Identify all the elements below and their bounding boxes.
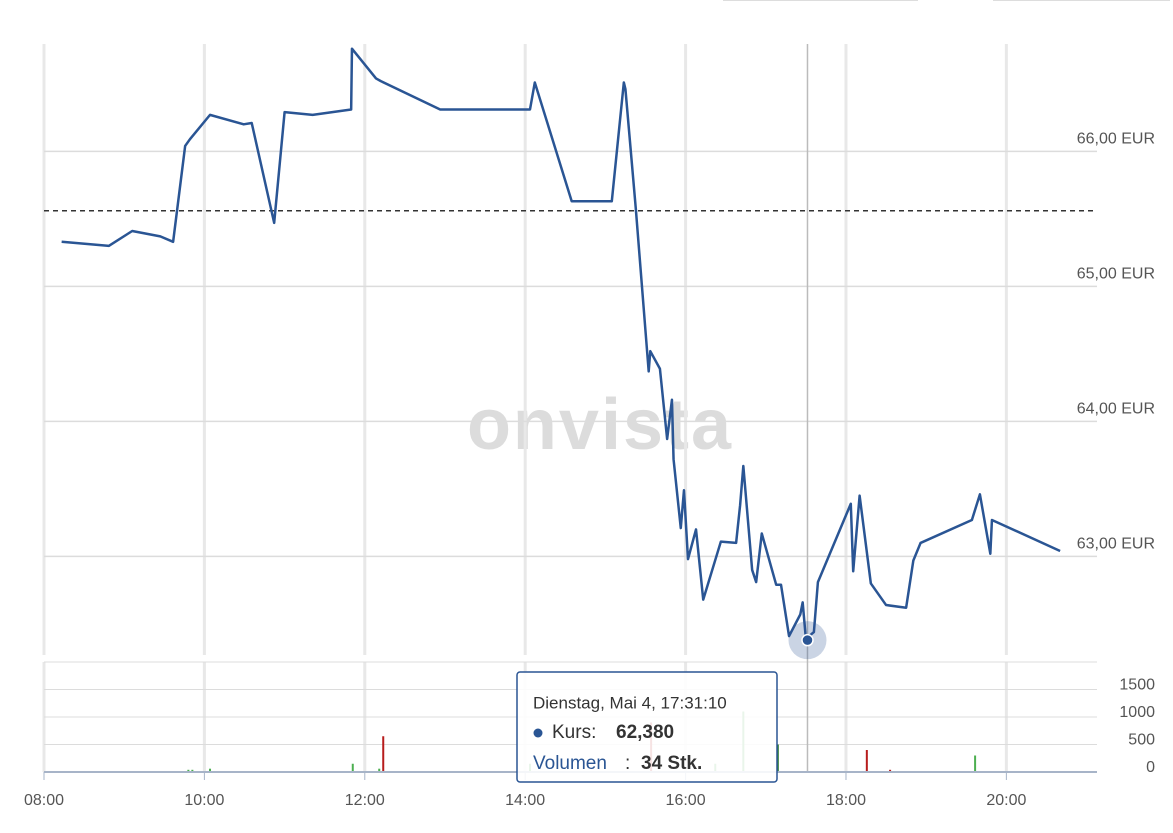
hover-point — [801, 633, 814, 647]
volume-bar — [382, 736, 385, 772]
tooltip-header: Dienstag, Mai 4, 17:31:10 — [533, 693, 727, 712]
volume-bar — [378, 768, 381, 772]
tooltip-box — [516, 671, 778, 783]
y-tick-label: 64,00 EUR — [1077, 401, 1155, 418]
tooltip-bullet — [533, 728, 543, 738]
tooltip-price: 62,380 — [616, 722, 674, 743]
watermark: onvista — [467, 385, 733, 465]
y-tick-label: 63,00 EUR — [1077, 536, 1155, 553]
volume-bar — [187, 769, 190, 772]
tooltip: Dienstag, Mai 4, 17:31:10 Kurs: 62,380 V… — [516, 671, 778, 783]
volume-bar — [351, 763, 354, 772]
y-tick-label: 0 — [1146, 759, 1155, 776]
x-tick-label: 14:00 — [505, 792, 545, 809]
x-tick-label: 10:00 — [184, 792, 224, 809]
volume-bar — [889, 769, 892, 772]
x-tick-label: 18:00 — [826, 792, 866, 809]
volume-bar — [209, 768, 212, 772]
y-tick-label: 500 — [1128, 732, 1155, 749]
y-tick-label: 66,00 EUR — [1077, 131, 1155, 148]
y-tick-label: 1500 — [1119, 677, 1155, 694]
y-tick-label: 1000 — [1119, 704, 1155, 721]
x-tick-label: 16:00 — [666, 792, 706, 809]
volume-bar — [974, 755, 977, 772]
y-tick-label: 65,00 EUR — [1077, 266, 1155, 283]
volume-bar — [776, 744, 779, 772]
price-line — [61, 47, 1061, 641]
volume-bar — [191, 769, 194, 772]
x-tick-label: 08:00 — [24, 792, 64, 809]
volume-bar — [865, 750, 868, 772]
tooltip-volume: 34 Stk. — [641, 753, 702, 774]
x-tick-label: 20:00 — [986, 792, 1026, 809]
x-tick-label: 12:00 — [345, 792, 385, 809]
tooltip-volume-name: Volumen — [533, 753, 607, 774]
tooltip-price-name: Kurs: — [552, 722, 596, 743]
tooltip-volume-sep: : — [625, 753, 630, 774]
